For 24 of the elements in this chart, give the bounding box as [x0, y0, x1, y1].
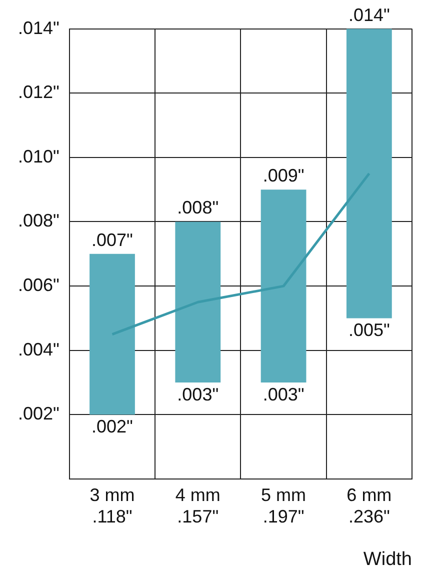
annotation: .002": [92, 416, 133, 437]
bar: [260, 190, 306, 383]
x-axis-title: Width: [363, 548, 412, 570]
annotation: .005": [348, 320, 390, 340]
annotation: .009": [262, 166, 304, 186]
annotation: .003": [177, 384, 219, 404]
y-tick-label: .008": [18, 210, 60, 231]
annotation: .007": [92, 230, 133, 250]
y-tick-label: .006": [18, 275, 60, 296]
bar: [346, 28, 392, 318]
bar: [90, 254, 135, 415]
annotation: .014": [348, 4, 390, 25]
bar: [175, 222, 221, 383]
x-tick-label: 4 mm .157": [175, 484, 220, 526]
annotation: .008": [177, 198, 219, 218]
annotation: .003": [262, 384, 304, 404]
x-tick-label: 6 mm .236": [346, 484, 392, 526]
x-tick-label: 5 mm .197": [261, 484, 306, 526]
y-tick-label: .004": [18, 339, 60, 360]
y-tick-label: .014": [18, 18, 60, 38]
y-tick-label: .002": [18, 404, 60, 424]
y-tick-label: .012": [18, 82, 60, 102]
x-tick-label: 3 mm .118": [90, 484, 135, 526]
y-tick-label: .010": [18, 146, 60, 166]
